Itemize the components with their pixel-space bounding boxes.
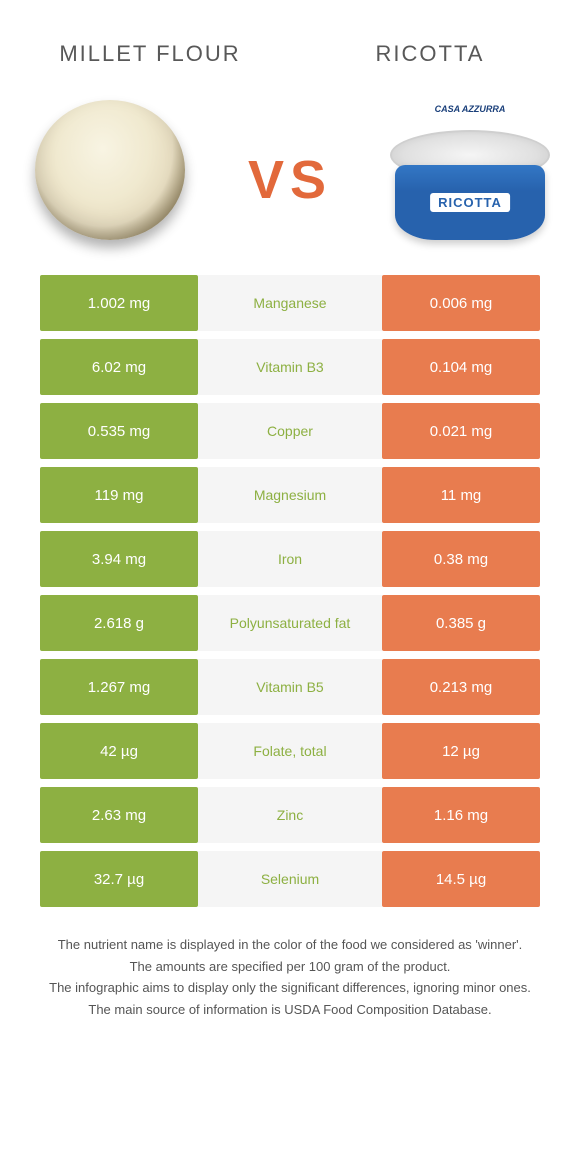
value-a: 3.94 mg (40, 531, 198, 587)
value-a: 2.63 mg (40, 787, 198, 843)
food-b-image: CASA AZZURRA RICOTTA (390, 100, 550, 250)
value-b: 12 µg (382, 723, 540, 779)
value-b: 0.021 mg (382, 403, 540, 459)
value-a: 2.618 g (40, 595, 198, 651)
value-a: 1.002 mg (40, 275, 198, 331)
vs-label: VS (248, 148, 332, 210)
nutrient-name: Manganese (198, 275, 382, 331)
footer-line: The nutrient name is displayed in the co… (40, 935, 540, 955)
footer-line: The amounts are specified per 100 gram o… (40, 957, 540, 977)
flour-bowl-icon (35, 100, 185, 240)
table-row: 6.02 mgVitamin B30.104 mg (40, 339, 540, 395)
value-a: 6.02 mg (40, 339, 198, 395)
value-a: 32.7 µg (40, 851, 198, 907)
pkg-brand: CASA AZZURRA (435, 104, 506, 114)
value-b: 0.213 mg (382, 659, 540, 715)
table-row: 2.618 gPolyunsaturated fat0.385 g (40, 595, 540, 651)
nutrient-table: 1.002 mgManganese0.006 mg6.02 mgVitamin … (40, 275, 540, 907)
table-row: 1.267 mgVitamin B50.213 mg (40, 659, 540, 715)
pkg-label: RICOTTA (430, 193, 510, 212)
value-b: 14.5 µg (382, 851, 540, 907)
header: Millet flour Ricotta (0, 0, 580, 90)
food-a-image (30, 100, 190, 250)
table-row: 2.63 mgZinc1.16 mg (40, 787, 540, 843)
nutrient-name: Vitamin B3 (198, 339, 382, 395)
food-b-title: Ricotta (330, 41, 530, 66)
nutrient-name: Folate, total (198, 723, 382, 779)
table-row: 42 µgFolate, total12 µg (40, 723, 540, 779)
images-row: VS CASA AZZURRA RICOTTA (0, 90, 580, 275)
nutrient-name: Copper (198, 403, 382, 459)
footer-line: The infographic aims to display only the… (40, 978, 540, 998)
table-row: 32.7 µgSelenium14.5 µg (40, 851, 540, 907)
table-row: 0.535 mgCopper0.021 mg (40, 403, 540, 459)
value-b: 0.006 mg (382, 275, 540, 331)
nutrient-name: Iron (198, 531, 382, 587)
nutrient-name: Polyunsaturated fat (198, 595, 382, 651)
table-row: 3.94 mgIron0.38 mg (40, 531, 540, 587)
table-row: 119 mgMagnesium11 mg (40, 467, 540, 523)
nutrient-name: Selenium (198, 851, 382, 907)
value-b: 0.38 mg (382, 531, 540, 587)
nutrient-name: Magnesium (198, 467, 382, 523)
value-a: 1.267 mg (40, 659, 198, 715)
table-row: 1.002 mgManganese0.006 mg (40, 275, 540, 331)
value-b: 0.385 g (382, 595, 540, 651)
food-a-title: Millet flour (50, 41, 250, 66)
ricotta-package-icon: CASA AZZURRA RICOTTA (390, 110, 550, 240)
value-b: 0.104 mg (382, 339, 540, 395)
nutrient-name: Zinc (198, 787, 382, 843)
value-b: 1.16 mg (382, 787, 540, 843)
footer-notes: The nutrient name is displayed in the co… (40, 935, 540, 1019)
footer-line: The main source of information is USDA F… (40, 1000, 540, 1020)
value-b: 11 mg (382, 467, 540, 523)
value-a: 0.535 mg (40, 403, 198, 459)
nutrient-name: Vitamin B5 (198, 659, 382, 715)
value-a: 42 µg (40, 723, 198, 779)
value-a: 119 mg (40, 467, 198, 523)
